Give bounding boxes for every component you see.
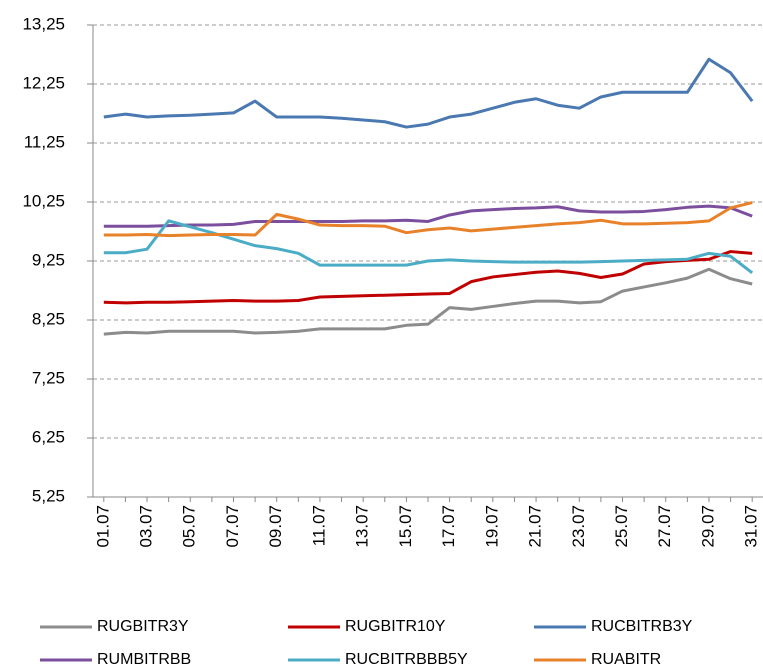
y-tick-label: 13,25 — [22, 14, 65, 33]
y-tick-label: 10,25 — [22, 191, 65, 210]
y-tick-label: 5,25 — [32, 486, 65, 505]
legend-label: RUCBITRBBB5Y — [345, 651, 468, 668]
x-tick-label: 03.07 — [137, 505, 156, 548]
x-tick-label: 15.07 — [396, 505, 415, 548]
legend-label: RUGBITR10Y — [345, 618, 446, 635]
x-tick-label: 17.07 — [439, 505, 458, 548]
legend: RUGBITR3Y RUGBITR10Y RUCBITRB3Y RUMBITRBB RU… — [40, 618, 693, 668]
y-tick-label: 8,25 — [32, 309, 65, 328]
series-line — [103, 201, 753, 238]
x-tick-label: 19.07 — [482, 505, 501, 548]
x-tick-label: 13.07 — [353, 505, 372, 548]
legend-label: RUMBITRBB — [97, 651, 191, 668]
y-tick-label: 7,25 — [32, 368, 65, 387]
series-line — [103, 219, 754, 274]
x-tick-label: 11.07 — [309, 505, 328, 546]
series-line — [103, 204, 753, 228]
x-tick-label: 21.07 — [526, 505, 545, 548]
y-tick-label: 11,25 — [24, 132, 65, 151]
x-tick-label: 05.07 — [180, 505, 199, 548]
y-tick-label: 9,25 — [32, 250, 65, 269]
legend-label: RUABITR — [591, 651, 661, 668]
series-line — [103, 267, 753, 336]
x-tick-label: 29.07 — [698, 505, 717, 548]
y-tick-label: 6,25 — [32, 427, 65, 446]
x-tick-label: 27.07 — [655, 505, 674, 548]
x-tick-label: 07.07 — [223, 505, 242, 548]
x-tick-label: 31.07 — [742, 505, 761, 548]
x-tick-label: 09.07 — [266, 505, 285, 548]
x-tick-label: 25.07 — [612, 505, 631, 548]
y-tick-label: 12,25 — [22, 73, 65, 92]
x-tick-label: 01.07 — [93, 505, 112, 548]
legend-label: RUGBITR3Y — [97, 618, 189, 635]
series-line — [103, 57, 754, 129]
series-line — [103, 250, 753, 305]
legend-label: RUCBITRB3Y — [591, 618, 693, 635]
x-tick-label: 23.07 — [569, 505, 588, 548]
